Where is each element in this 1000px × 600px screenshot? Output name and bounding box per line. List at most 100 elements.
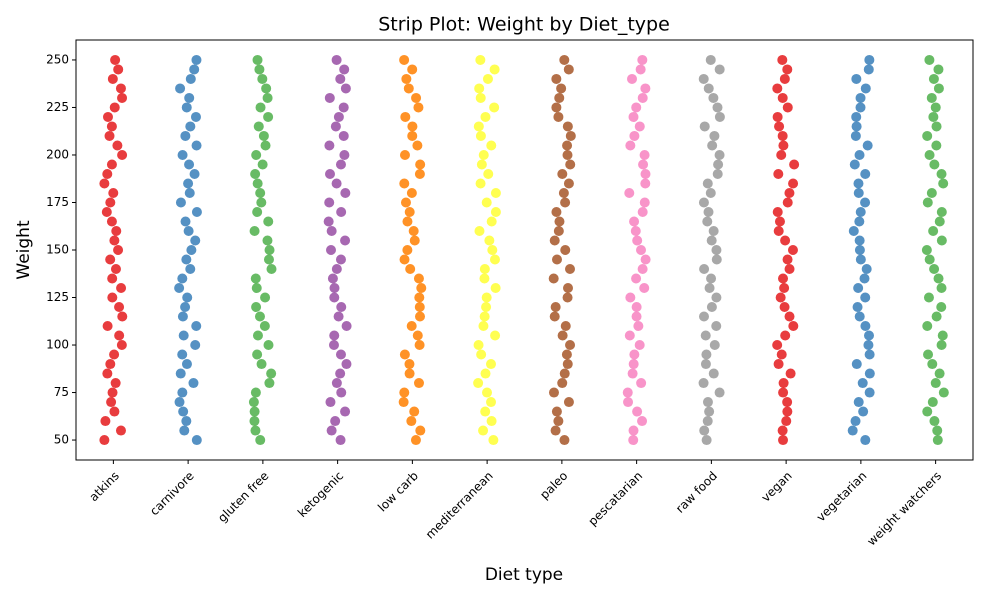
point [775,292,786,303]
point [776,349,787,360]
point [705,54,716,65]
point [922,130,933,141]
point [923,292,934,303]
point [773,359,784,370]
point [414,292,425,303]
point [406,187,417,198]
point [102,321,113,332]
point [330,416,341,427]
point [340,235,351,246]
point [640,254,651,265]
point [415,159,426,170]
point [930,378,941,389]
point [782,102,793,113]
point [484,235,495,246]
point [252,349,263,360]
point [772,83,783,94]
point [479,273,490,284]
point [548,273,559,284]
point [565,340,576,351]
point [414,168,425,179]
point [714,387,725,398]
point [777,425,788,436]
point [779,283,790,294]
point [864,368,875,379]
point [406,321,417,332]
point [702,178,713,189]
point [778,435,789,446]
point [255,102,266,113]
point [778,387,789,398]
point [930,102,941,113]
point [327,273,338,284]
point [340,187,351,198]
point [924,254,935,265]
point [486,397,497,408]
point [113,245,124,255]
point [708,225,719,236]
point [489,102,500,113]
point [622,387,633,398]
point [853,397,864,408]
point [864,349,875,360]
point [862,140,873,151]
point [480,406,491,417]
point [938,387,949,398]
point [936,340,947,351]
point [177,311,188,322]
point [936,302,947,313]
point [326,225,337,236]
point [706,273,717,284]
point [416,283,427,294]
point [99,435,110,446]
point [476,349,487,360]
point [175,83,186,94]
point [699,425,710,436]
point [934,216,945,227]
point [637,92,648,103]
point [399,349,410,360]
point [624,187,635,198]
point [623,397,634,408]
point [860,197,871,208]
point [780,330,791,341]
point [637,54,648,65]
point [109,349,120,360]
point [112,140,123,151]
point [400,111,411,122]
point [324,140,335,151]
point [107,387,118,398]
point [180,216,191,227]
point [853,178,864,189]
point [927,359,938,370]
y-axis-label: Weight [14,220,34,280]
point [181,102,192,113]
point [254,64,265,75]
point [631,302,642,313]
point [402,245,413,255]
point [550,302,561,313]
x-tick-label: carnivore [147,469,197,519]
point [928,225,939,236]
point [478,425,489,436]
x-tick-label: vegetarian [814,469,870,525]
point [191,140,202,151]
point [923,349,934,360]
point [628,359,639,370]
point [486,140,497,151]
point [331,264,342,275]
point [631,102,642,113]
point [782,64,793,75]
point [181,254,192,265]
point [331,178,342,189]
point [409,406,420,417]
point [475,130,486,141]
point [924,149,935,160]
point [101,206,112,217]
point [329,330,340,341]
point [773,225,784,236]
point [628,425,639,436]
point [174,283,185,294]
point [105,197,116,208]
point [785,368,796,379]
